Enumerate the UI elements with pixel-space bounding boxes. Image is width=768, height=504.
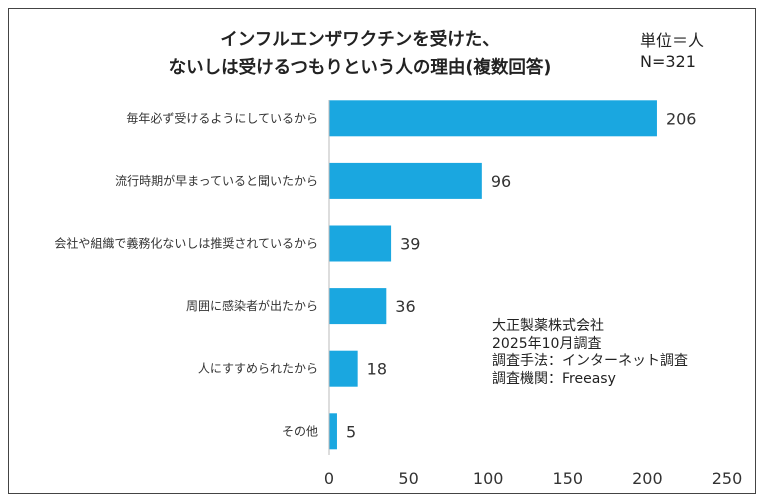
chart-frame — [8, 8, 756, 494]
category-label: 人にすすめられたから — [198, 362, 318, 376]
category-label: 周囲に感染者が出たから — [186, 298, 318, 313]
title-line-2: ないしは受けるつもりという人の理由(複数回答) — [168, 58, 552, 78]
data-label: 5 — [346, 422, 356, 441]
category-label: 毎年必ず受けるようにしているから — [126, 110, 318, 125]
x-tick-label: 100 — [473, 469, 504, 488]
x-tick-label: 250 — [712, 469, 743, 488]
unit-label: 単位＝人 N=321 — [640, 30, 704, 72]
unit-text: 単位＝人 — [640, 31, 705, 50]
note-line: 調査手法：インターネット調査 — [492, 353, 688, 369]
note-line: 大正製薬株式会社 — [492, 318, 604, 334]
note-line: 2025年10月調査 — [492, 335, 602, 352]
x-tick-label: 50 — [398, 469, 418, 488]
data-label: 36 — [395, 297, 415, 316]
bar — [329, 100, 657, 137]
category-label: その他 — [282, 424, 318, 438]
data-label: 39 — [400, 235, 420, 254]
bar — [329, 413, 337, 450]
data-label: 206 — [666, 109, 697, 128]
note-line: 調査機関：Freeasy — [492, 370, 616, 387]
chart-title: インフルエンザワクチンを受けた、 ないしは受けるつもりという人の理由(複数回答) — [100, 26, 620, 82]
data-label: 18 — [367, 360, 387, 379]
category-label: 流行時期が早まっていると聞いたから — [115, 173, 318, 188]
x-tick-label: 200 — [632, 469, 663, 488]
bar — [329, 225, 392, 262]
source-note: 大正製薬株式会社 2025年10月調査 調査手法：インターネット調査 調査機関：… — [492, 318, 688, 388]
x-tick-label: 150 — [553, 469, 584, 488]
sample-size: N=321 — [640, 52, 696, 71]
data-label: 96 — [491, 172, 511, 191]
x-tick-label: 0 — [324, 469, 334, 488]
title-line-1: インフルエンザワクチンを受けた、 — [220, 30, 500, 50]
bar — [329, 350, 358, 387]
category-label: 会社や組織で義務化ないしは推奨されているから — [54, 236, 318, 251]
bar — [329, 162, 482, 199]
bar — [329, 288, 387, 325]
